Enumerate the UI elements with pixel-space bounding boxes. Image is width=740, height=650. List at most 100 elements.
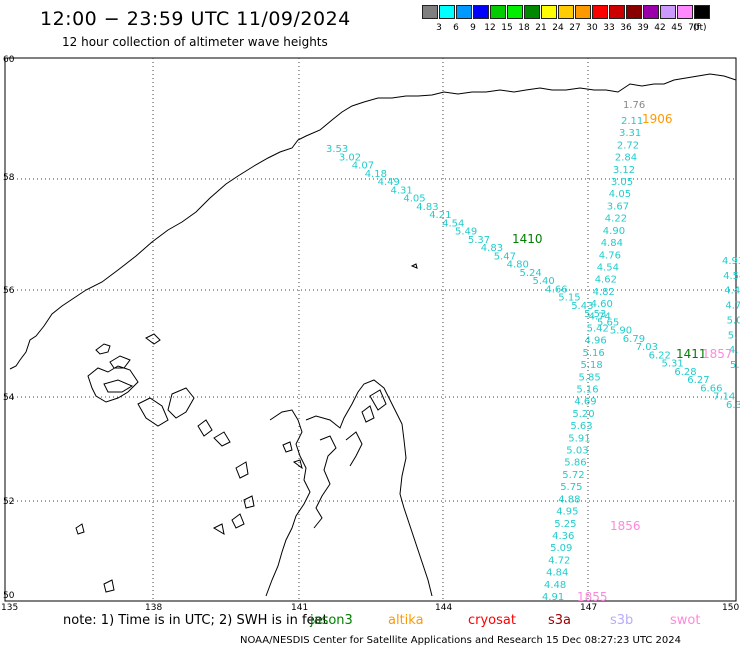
satellite-label-cryosat: cryosat: [468, 613, 516, 628]
satellite-label-altika: altika: [388, 613, 424, 628]
map-subtitle: 12 hour collection of altimeter wave hei…: [62, 35, 328, 49]
wave-height-track-b: 4.60: [591, 299, 613, 310]
legend-label: 30: [586, 23, 598, 33]
wave-height-track-b: 4.82: [593, 287, 615, 298]
map-frame: [4, 57, 737, 602]
wave-height-track-a: 5.90: [610, 326, 632, 337]
legend-swatch: [592, 5, 608, 19]
wave-height-track-b: 5.91: [568, 433, 590, 444]
wave-height-track-b: 5.86: [564, 458, 586, 469]
wave-height-track-a: 3.53: [326, 144, 348, 155]
satellite-label-s3a: s3a: [548, 613, 572, 628]
wave-height-track-a: 4.49: [378, 177, 400, 188]
wave-height-track-b: 5.42: [587, 324, 609, 335]
wave-height-track-b: 4.95: [556, 507, 578, 518]
legend-label: 70: [688, 23, 700, 33]
satellite-label-jason3: jason3: [310, 613, 353, 628]
legend-unit: (ft): [693, 23, 707, 33]
legend-label: 45: [671, 23, 683, 33]
wave-height-track-b: 4.96: [585, 336, 607, 347]
legend-swatch: [609, 5, 625, 19]
legend-label: 6: [453, 23, 459, 33]
wave-height-track-c: 5.0: [727, 315, 740, 326]
wave-height-track-b: 5.03: [566, 446, 588, 457]
wave-height-track-a: 5.47: [494, 251, 516, 262]
wave-height-track-c: 5.: [728, 330, 738, 341]
wave-height-track-b: 5.72: [562, 470, 584, 481]
wave-height-track-b: 5.18: [581, 360, 603, 371]
legend-label: 42: [654, 23, 666, 33]
wave-height-track-a: 4.05: [403, 194, 425, 205]
wave-height-track-b: 4.91: [542, 592, 564, 603]
legend-swatch: [456, 5, 472, 19]
wave-height-track-a: 4.07: [352, 161, 374, 172]
wave-height-track-c: 5.: [730, 360, 740, 371]
wave-height-track-a: 6.79: [623, 334, 645, 345]
wave-height-track-b: 4.54: [597, 263, 619, 274]
lat-label-54: 54: [3, 393, 15, 403]
wave-height-track-b: 5.16: [576, 385, 598, 396]
wave-height-track-b: 4.84: [546, 568, 568, 579]
lon-label-141: 141: [291, 603, 308, 613]
wave-height-track-a: 6.27: [687, 375, 709, 386]
legend-swatch: [473, 5, 489, 19]
wave-height-track-c: 4.41: [724, 286, 740, 297]
wave-height-track-a: 5.49: [455, 227, 477, 238]
wave-height-track-c: 4.54: [723, 271, 740, 282]
wave-height-track-b: 4.36: [552, 531, 574, 542]
wave-height-track-a: 5.15: [558, 293, 580, 304]
legend-label: 3: [436, 23, 442, 33]
lat-label-50: 50: [3, 591, 15, 601]
wave-height-track-c: 4.93: [722, 256, 740, 267]
map-title: 12:00 − 23:59 UTC 11/09/2024: [40, 8, 351, 30]
grid-lines: [5, 58, 736, 601]
wave-height-track-b: 3.67: [607, 201, 629, 212]
legend-label: 24: [552, 23, 564, 33]
time-label-1857: 1857: [702, 347, 733, 361]
wave-height-track-b: 4.05: [609, 189, 631, 200]
legend-swatch: [439, 5, 455, 19]
legend-swatch: [643, 5, 659, 19]
lon-label-147: 147: [580, 603, 597, 613]
wave-height-track-b: 5.16: [583, 348, 605, 359]
wave-height-track-a: 5.65: [597, 317, 619, 328]
wave-height-track-a: 6.66: [700, 384, 722, 395]
legend-swatch: [490, 5, 506, 19]
lon-label-138: 138: [145, 603, 162, 613]
legend-label: 36: [620, 23, 632, 33]
wave-height-track-b: 5.63: [570, 421, 592, 432]
wave-height-track-b: 3.05: [611, 177, 633, 188]
legend-label: 21: [535, 23, 547, 33]
time-label-1856: 1856: [610, 519, 641, 533]
wave-height-track-a: 4.18: [365, 169, 387, 180]
track-time-labels: 1906 1410 1411 1857 1856 1855: [512, 112, 733, 604]
legend-swatch: [660, 5, 676, 19]
wave-height-track-a: 5.53: [584, 309, 606, 320]
coastline: [9, 73, 737, 597]
lat-label-58: 58: [3, 173, 15, 183]
wave-height-track-a: 5.24: [520, 268, 542, 279]
time-label-1410: 1410: [512, 232, 543, 246]
wave-height-track-b: 4.72: [548, 555, 570, 566]
lat-label-52: 52: [3, 497, 14, 507]
legend-swatch: [507, 5, 523, 19]
wave-height-track-b: 4.22: [605, 214, 627, 225]
footer-credit: NOAA/NESDIS Center for Satellite Applica…: [240, 635, 682, 646]
wave-height-track-b: 4.90: [603, 226, 625, 237]
legend-label: 12: [484, 23, 496, 33]
legend-swatch: [558, 5, 574, 19]
wave-height-track-a: 4.80: [507, 260, 529, 271]
wave-height-track-a: 5.31: [662, 359, 684, 370]
wave-height-track-b: 4.84: [601, 238, 623, 249]
wave-height-track-b: 4.88: [558, 494, 580, 505]
wave-height-track-a: 4.21: [429, 210, 451, 221]
wave-height-track-b: 5.20: [572, 409, 594, 420]
wave-height-track-b: 2.11: [621, 116, 643, 127]
wave-height-track-b: 4.69: [574, 397, 596, 408]
lat-label-60: 60: [3, 55, 15, 65]
wave-height-track-a: 4.54: [442, 218, 464, 229]
wave-height-track-c: 4.: [729, 345, 739, 356]
wave-height-track-b: 5.75: [560, 482, 582, 493]
wave-height-track-a: 6.28: [674, 367, 696, 378]
